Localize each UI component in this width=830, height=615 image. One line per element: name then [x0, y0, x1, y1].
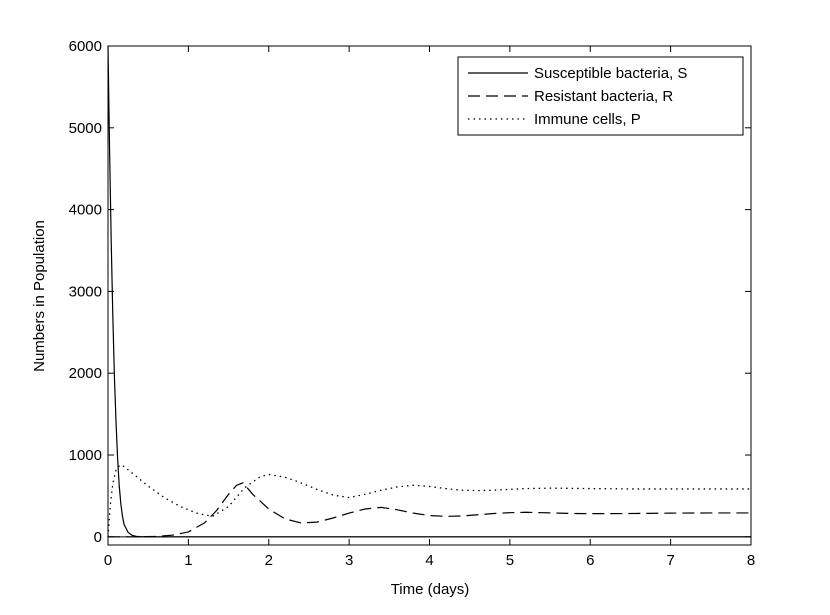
x-tick-label: 2: [265, 552, 273, 569]
y-tick-label: 0: [94, 529, 102, 546]
x-tick-label: 6: [586, 552, 594, 569]
legend: Susceptible bacteria, S Resistant bacteri…: [457, 56, 744, 136]
legend-label-3: Immune cells, P: [534, 111, 641, 128]
x-axis-label: Time (days): [391, 581, 470, 598]
series-line-1: [107, 45, 751, 538]
y-tick-label: 3000: [69, 283, 102, 300]
x-tick-label: 8: [747, 552, 755, 569]
legend-label-1: Susceptible bacteria, S: [534, 65, 687, 82]
series-line-3: [107, 464, 751, 537]
x-tick-label: 3: [345, 552, 353, 569]
x-tick-label: 0: [104, 552, 112, 569]
legend-label-2: Resistant bacteria, R: [534, 88, 673, 105]
x-tick-label: 1: [184, 552, 192, 569]
y-tick-label: 2000: [69, 365, 102, 382]
y-tick-label: 5000: [69, 120, 102, 137]
x-tick-label: 4: [425, 552, 433, 569]
y-tick-label: 6000: [69, 38, 102, 55]
x-tick-label: 5: [506, 552, 514, 569]
ticks-layer: 0 1 2 3 4 5 6 7 8 0 1000 2000 3000 4000 5000 6000: [69, 38, 756, 569]
y-axis-label: Numbers in Population: [31, 220, 48, 372]
x-tick-label: 7: [666, 552, 674, 569]
y-tick-label: 4000: [69, 202, 102, 219]
y-tick-label: 1000: [69, 447, 102, 464]
series-layer: [107, 45, 751, 538]
series-line-2: [108, 482, 751, 538]
